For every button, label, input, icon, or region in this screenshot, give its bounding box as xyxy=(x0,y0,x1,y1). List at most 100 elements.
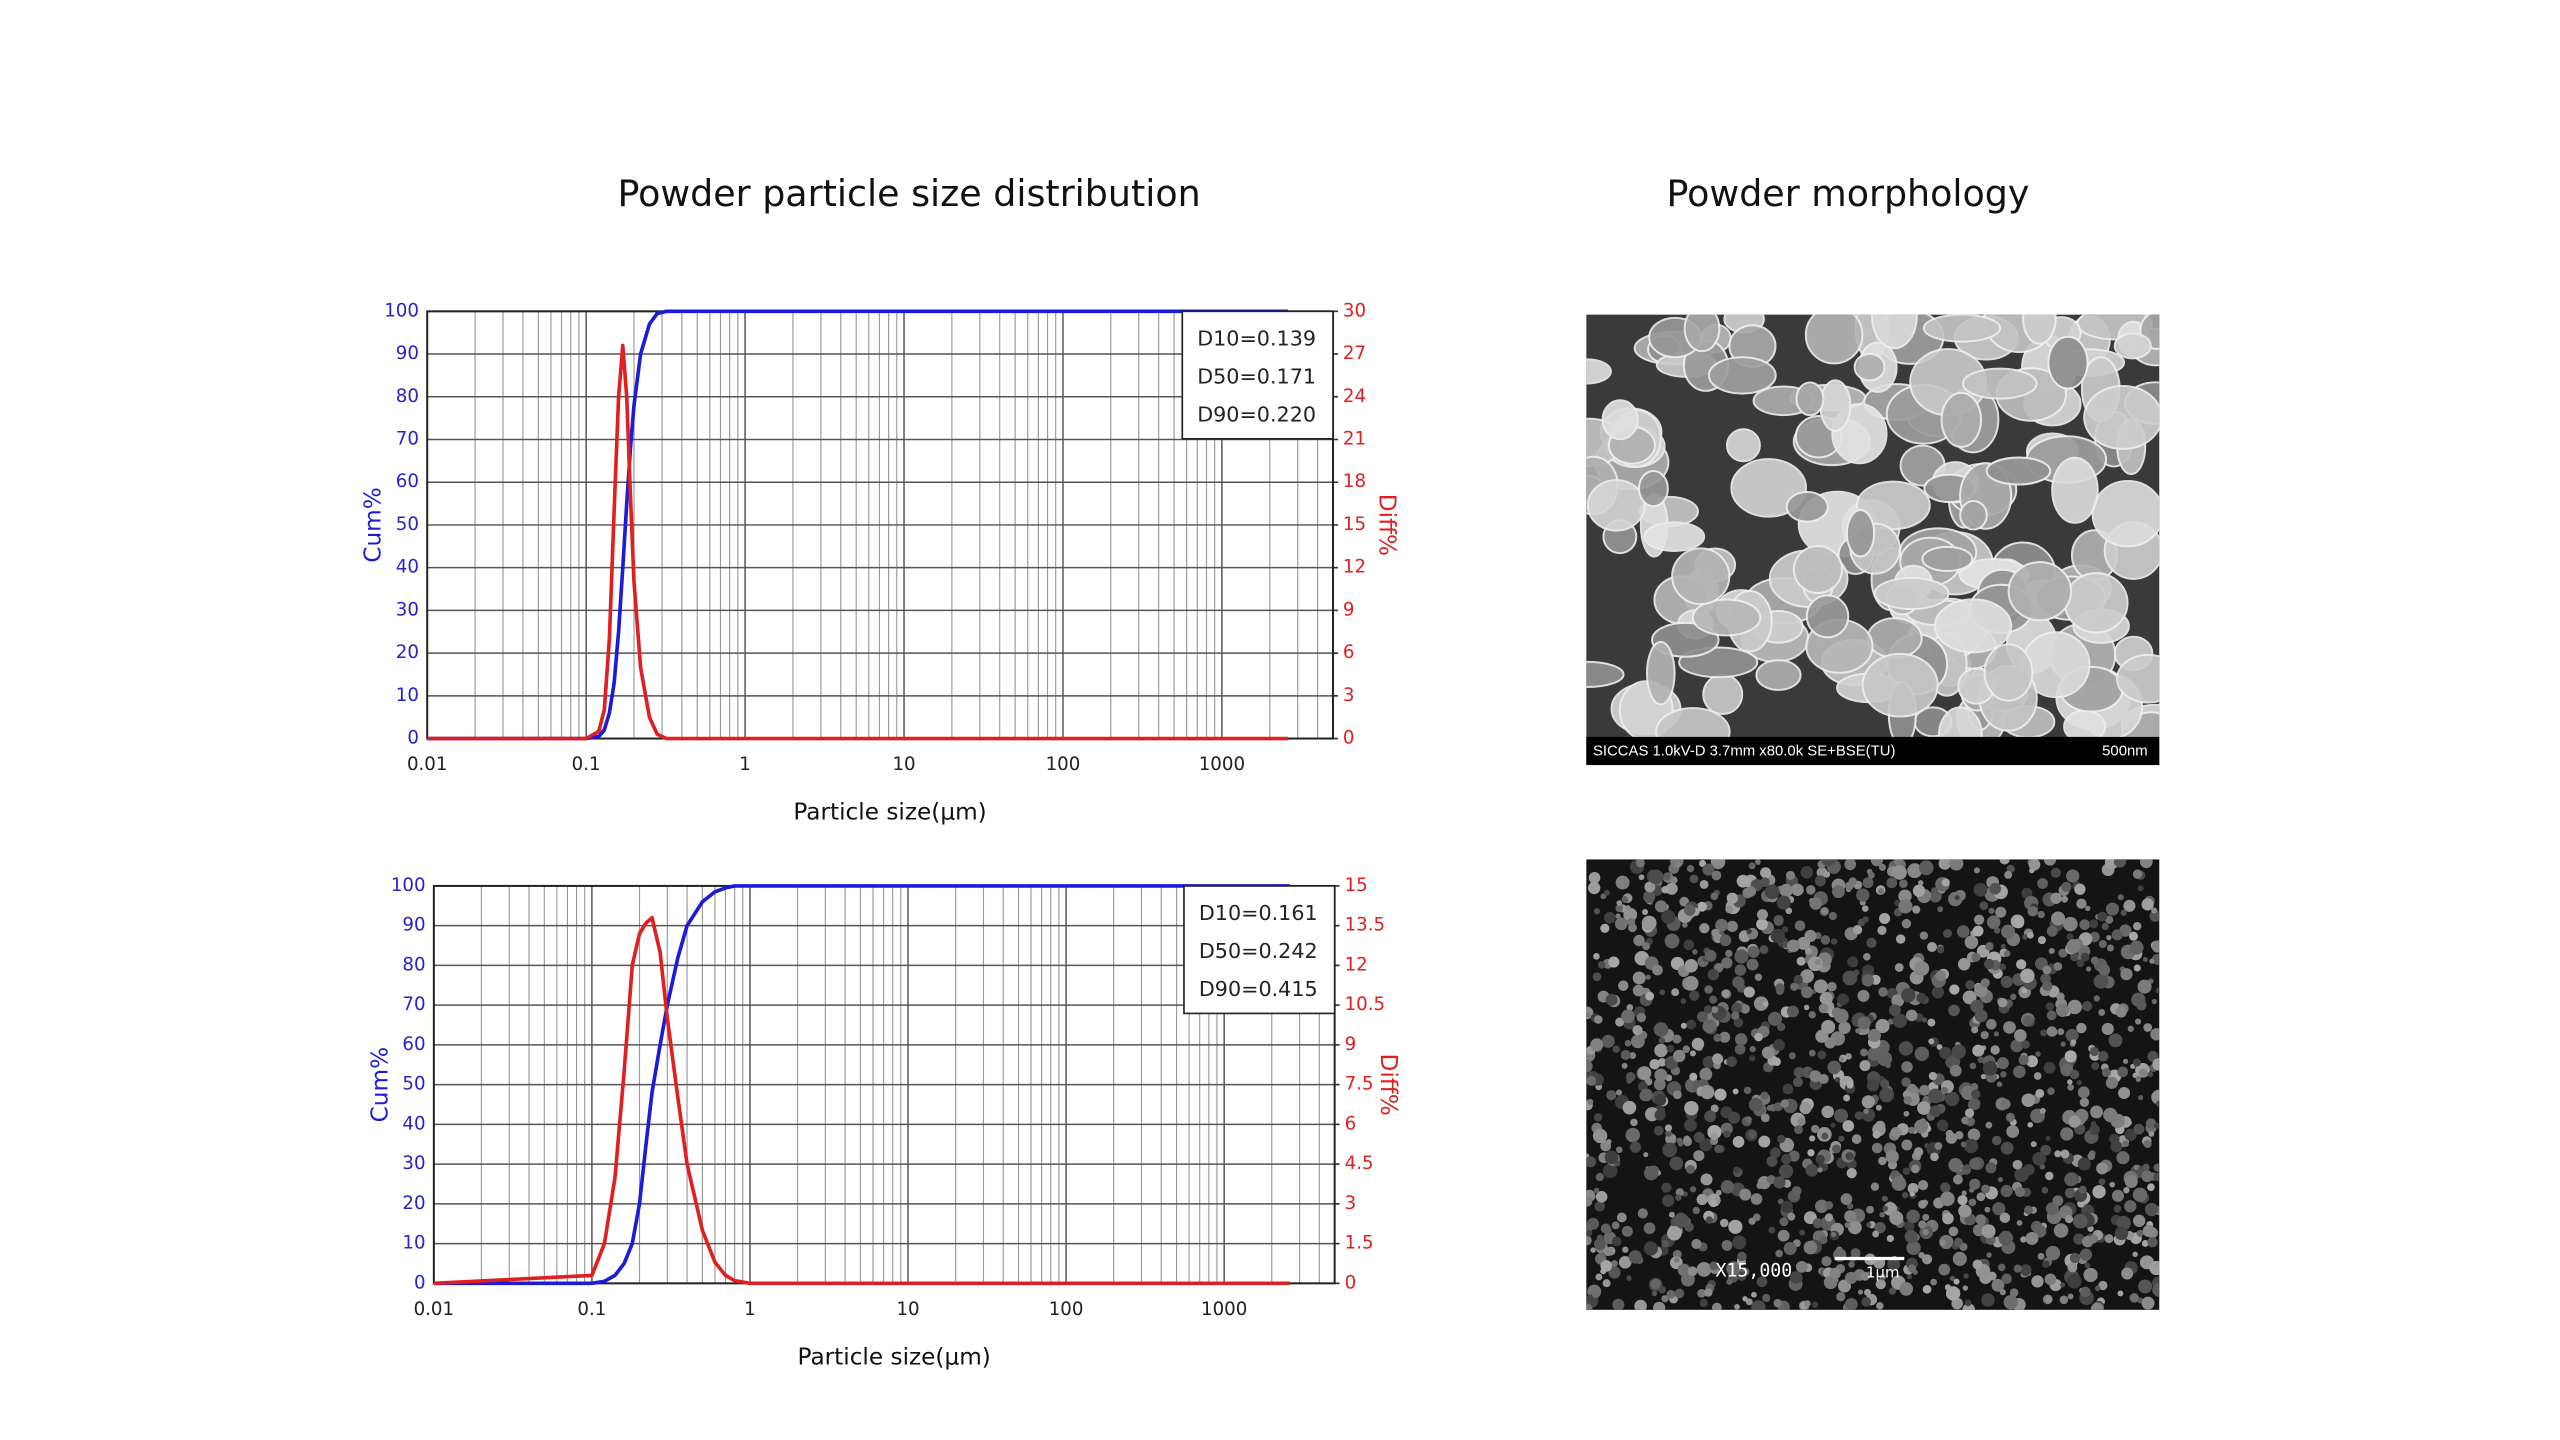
sem-grain xyxy=(1899,1282,1914,1296)
sem-grain xyxy=(1979,901,1989,910)
sem-grain xyxy=(1645,974,1651,980)
sem-grain xyxy=(1922,1254,1933,1265)
x-axis-title: Particle size(μm) xyxy=(793,799,986,826)
sem-grain xyxy=(1767,1011,1783,1026)
sem-grain xyxy=(1935,970,1947,982)
sem-grain xyxy=(2116,1215,2131,1231)
sem-grain xyxy=(2042,1260,2050,1268)
sem-grain xyxy=(1971,952,1981,962)
sem-grain xyxy=(1683,1135,1691,1143)
sem-grain xyxy=(1982,1061,1998,1076)
sem-grain xyxy=(1776,895,1791,910)
sem-grain xyxy=(1595,1191,1608,1203)
sem-grain xyxy=(2019,1264,2032,1276)
sem-grain xyxy=(2106,935,2112,941)
sem-grain xyxy=(1593,1238,1606,1251)
sem-grain xyxy=(2105,1076,2118,1089)
sem-grain xyxy=(2006,1125,2020,1138)
sem-grain xyxy=(2020,1236,2027,1243)
sem-grain xyxy=(1973,882,1988,897)
sem-grain xyxy=(2039,1164,2046,1170)
sem-grain xyxy=(1940,1086,1949,1095)
sem-grain xyxy=(1941,878,1950,887)
sem-grain xyxy=(2060,1041,2066,1047)
sem-grain xyxy=(1634,1299,1647,1310)
sem-grain xyxy=(1954,895,1960,901)
sem-grain xyxy=(2120,968,2133,981)
sem-grain xyxy=(2079,919,2090,930)
sem-grain xyxy=(2091,1062,2100,1071)
sem-grain xyxy=(2124,1175,2138,1189)
sem-grain xyxy=(1885,1150,1899,1164)
sem-grain xyxy=(1693,1131,1705,1143)
sem-grain xyxy=(2120,909,2127,916)
sem-grain xyxy=(2111,1189,2125,1202)
sem-grain xyxy=(1791,883,1804,896)
sem-grain xyxy=(1696,901,1707,912)
sem-grain xyxy=(1804,314,1864,365)
sem-grain xyxy=(2148,1131,2155,1137)
y2-tick-label: 12 xyxy=(1343,557,1366,578)
sem-grain xyxy=(1625,905,1631,911)
sem-grain xyxy=(2052,1195,2064,1207)
x-tick-label: 1000 xyxy=(1201,1299,1247,1320)
sem-grain xyxy=(2132,1251,2138,1258)
sem-grain xyxy=(2007,561,2073,622)
sem-grain xyxy=(1586,1235,1592,1246)
sem-grain xyxy=(1699,1067,1713,1081)
sem-grain xyxy=(1814,1199,1829,1213)
annotation-box xyxy=(1181,310,1334,440)
sem-grain xyxy=(2098,1008,2106,1016)
sem-grain xyxy=(1704,949,1717,962)
sem-grain xyxy=(1876,1302,1884,1310)
sem-grain xyxy=(1748,1097,1763,1112)
sem-grain xyxy=(1973,867,1980,874)
sem-grain xyxy=(2009,1288,2019,1297)
sem-grain xyxy=(2066,939,2081,954)
sem-grain xyxy=(1866,937,1877,949)
x-tick-label: 0.01 xyxy=(407,754,448,775)
sem-grain xyxy=(2151,907,2158,914)
sem-grain xyxy=(1985,456,2052,486)
section-heading: Powder morphology xyxy=(1666,172,2029,215)
sem-grain xyxy=(1898,889,1912,903)
sem-grain xyxy=(1790,982,1799,991)
sem-grain xyxy=(1588,871,1601,884)
sem-grain xyxy=(2058,948,2068,958)
annotation: D10=0.139 xyxy=(1197,326,1316,350)
sem-grain xyxy=(1745,1298,1753,1306)
sem-grain xyxy=(1601,1034,1615,1048)
y2-tick-label: 4.5 xyxy=(1345,1153,1374,1174)
sem-grain xyxy=(1669,1156,1684,1171)
sem-grain xyxy=(2080,952,2090,962)
sem-grain xyxy=(1829,1267,1841,1280)
sem-grain xyxy=(1720,1180,1735,1194)
sem-grain xyxy=(1733,1017,1744,1028)
sem-grain xyxy=(1672,1090,1682,1100)
sem-grain xyxy=(2067,1079,2073,1085)
sem-grain xyxy=(2070,1039,2077,1045)
sem-grain xyxy=(1643,1152,1649,1158)
sem-grain xyxy=(1922,1213,1930,1221)
sem-grain xyxy=(1918,1220,1927,1229)
y2-tick-label: 15 xyxy=(1343,514,1366,535)
y2-tick-label: 9 xyxy=(1343,599,1355,620)
section-heading: Powder particle size distribution xyxy=(617,172,1200,215)
sem-grain xyxy=(1761,1046,1775,1059)
sem-grain xyxy=(1901,1139,1913,1151)
sem-grain xyxy=(1773,1298,1782,1308)
sem-grain xyxy=(1664,933,1680,949)
sem-grain xyxy=(1972,1259,1983,1270)
sem-grain xyxy=(1788,1052,1796,1060)
sem-grain xyxy=(1664,1124,1673,1132)
sem-grain xyxy=(1814,959,1822,966)
sem-grain xyxy=(1799,1102,1812,1115)
sem-grain xyxy=(1828,911,1838,921)
sem-grain xyxy=(2136,1000,2147,1011)
sem-grain xyxy=(1751,1300,1766,1310)
sem-grain xyxy=(2021,1093,2036,1107)
sem-grain xyxy=(1973,914,1985,925)
y-tick-label: 30 xyxy=(396,599,419,620)
sem-grain xyxy=(1879,1273,1886,1281)
sem-grain xyxy=(2050,867,2061,878)
